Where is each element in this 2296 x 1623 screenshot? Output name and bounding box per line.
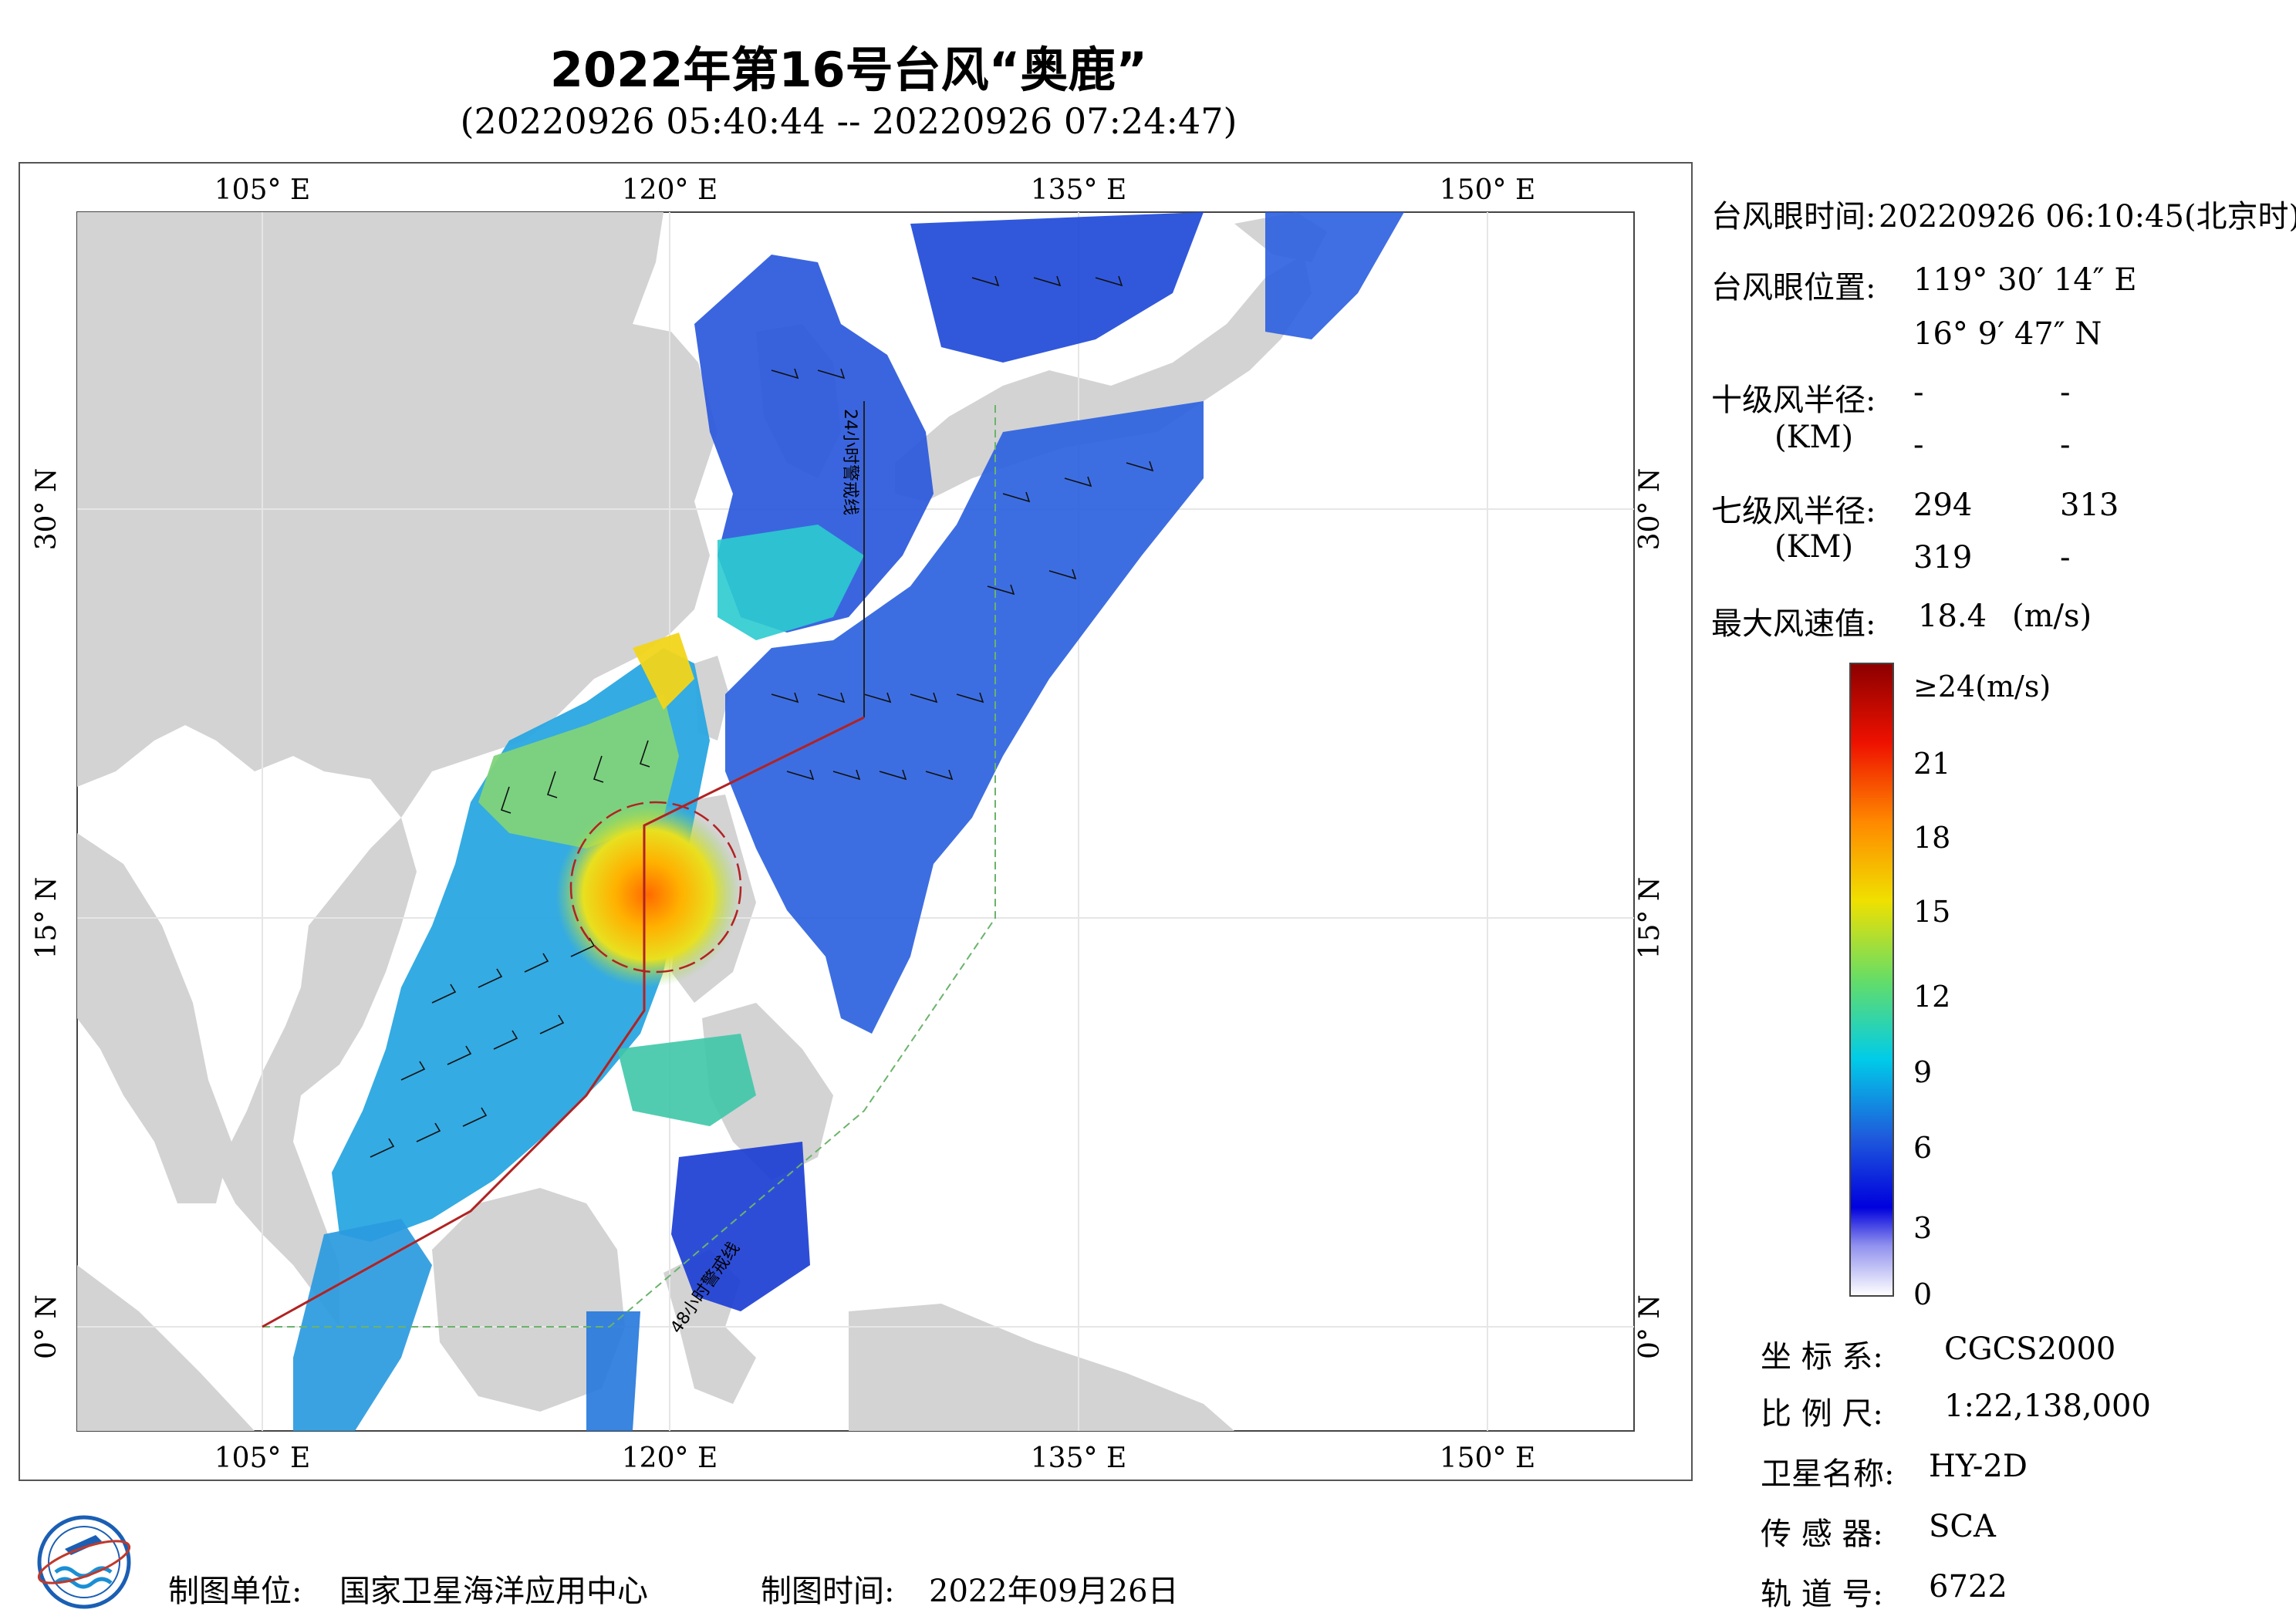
lat-label-left-30: 30° N: [31, 468, 62, 551]
lon-label-top-120: 120° E: [622, 174, 718, 206]
r10-value-3: -: [1913, 427, 1924, 463]
sensor-value: SCA: [1929, 1509, 1996, 1544]
scale-label: 比 例 尺:: [1761, 1396, 1883, 1432]
storm-core: [555, 802, 741, 987]
legend-tick-9: 9: [1913, 1055, 1933, 1089]
legend-top-label: ≥24(m/s): [1913, 670, 2051, 704]
track-label-24h: 24小时警戒线: [840, 409, 859, 515]
wind-barbs: [370, 275, 1154, 1158]
r7-value-3: 319: [1913, 540, 1973, 575]
footer-time-label: 制图时间:: [761, 1574, 895, 1609]
eye-time-label: 台风眼时间:: [1711, 199, 1876, 235]
satellite-value: HY-2D: [1929, 1449, 2028, 1484]
legend-tick-0: 0: [1913, 1277, 1933, 1311]
swath-north-east: [910, 212, 1204, 363]
map-title: 2022年第16号台风“奥鹿”: [549, 42, 1148, 98]
wind-swaths: [293, 212, 1404, 1431]
lon-label-bottom-120: 120° E: [622, 1442, 718, 1474]
map-subtitle: (20220926 05:40:44 -- 20220926 07:24:47): [460, 100, 1237, 142]
eye-pos-label: 台风眼位置:: [1711, 270, 1876, 305]
lat-label-left-0: 0° N: [31, 1294, 62, 1359]
colorbar: [1849, 663, 1894, 1297]
new-guinea: [849, 1304, 1234, 1431]
lat-label-right-30: 30° N: [1634, 468, 1666, 551]
orbit-value: 6722: [1929, 1569, 2007, 1604]
r7-value-2: 313: [2060, 488, 2119, 523]
swath-south-strip: [586, 1311, 640, 1431]
satellite-label: 卫星名称:: [1761, 1456, 1895, 1492]
eye-time-value: 20220926 06:10:45(北京时): [1879, 199, 2296, 235]
sensor-label: 传 感 器:: [1761, 1517, 1883, 1552]
legend-tick-3: 3: [1913, 1211, 1933, 1245]
legend-tick-15: 15: [1913, 895, 1951, 929]
warning-line-48h: [262, 401, 996, 1328]
agency-logo: [37, 1515, 131, 1609]
legend-tick-18: 18: [1913, 821, 1951, 855]
swath-east-cyan: [718, 525, 864, 640]
swath-east: [725, 401, 1204, 1034]
r10-label: 十级风半径:: [1711, 383, 1876, 418]
lon-label-top-105: 105° E: [214, 174, 310, 206]
coord-value: CGCS2000: [1944, 1331, 2116, 1367]
r10-value-1: -: [1913, 375, 1924, 410]
lon-labels-top: 105° E 120° E 135° E 150° E: [214, 174, 1535, 206]
swath-borneo-east: [617, 1034, 756, 1126]
lat-label-right-0: 0° N: [1634, 1294, 1666, 1359]
lon-label-top-150: 150° E: [1440, 174, 1535, 206]
r7-value-1: 294: [1913, 488, 1973, 523]
eye-lat: 16° 9′ 47″ N: [1913, 316, 2102, 352]
asian-mainland: [77, 212, 718, 1327]
legend-tick-12: 12: [1913, 980, 1951, 1014]
swath-sulawesi: [671, 1142, 810, 1311]
lat-label-right-15: 15° N: [1634, 877, 1666, 960]
r7-label: 七级风半径:: [1711, 494, 1876, 529]
r10-value-2: -: [2060, 375, 2071, 410]
swath-north-far: [1265, 212, 1404, 339]
lat-labels-right: 30° N 15° N 0° N: [1634, 468, 1666, 1359]
lon-labels-bottom: 105° E 120° E 135° E 150° E: [214, 1442, 1535, 1474]
lon-label-bottom-150: 150° E: [1440, 1442, 1535, 1474]
lon-label-top-135: 135° E: [1031, 174, 1126, 206]
lon-label-bottom-105: 105° E: [214, 1442, 310, 1474]
max-wind-label: 最大风速值:: [1711, 606, 1876, 642]
r10-value-4: -: [2060, 427, 2071, 463]
r10-unit: (KM): [1774, 420, 1854, 455]
malay-peninsula: [77, 833, 231, 1203]
max-wind-unit: (m/s): [2012, 599, 2092, 634]
legend-tick-6: 6: [1913, 1131, 1933, 1165]
typhoon-track: [262, 716, 865, 1328]
eye-lon: 119° 30′ 14″ E: [1913, 262, 2137, 298]
footer-time-value: 2022年09月26日: [929, 1574, 1179, 1609]
lat-label-left-15: 15° N: [31, 877, 62, 960]
max-wind-value: 18.4: [1918, 599, 1987, 634]
sumatra: [77, 1265, 255, 1431]
scale-value: 1:22,138,000: [1944, 1388, 2151, 1424]
legend-tick-21: 21: [1913, 747, 1951, 781]
r7-unit: (KM): [1774, 529, 1854, 565]
lat-labels-left: 30° N 15° N 0° N: [31, 468, 62, 1359]
map-frame: [19, 162, 1693, 1481]
swath-south: [293, 1219, 432, 1431]
r7-value-4: -: [2060, 540, 2071, 575]
footer-unit-label: 制图单位:: [168, 1574, 302, 1609]
orbit-label: 轨 道 号:: [1761, 1577, 1883, 1612]
borneo: [432, 1188, 625, 1412]
swath-main-yellow: [633, 633, 694, 710]
typhoon-r7-circle: [569, 801, 742, 973]
footer-unit-value: 国家卫星海洋应用中心: [339, 1574, 648, 1609]
coord-label: 坐 标 系:: [1761, 1339, 1883, 1375]
lon-label-bottom-135: 135° E: [1031, 1442, 1126, 1474]
